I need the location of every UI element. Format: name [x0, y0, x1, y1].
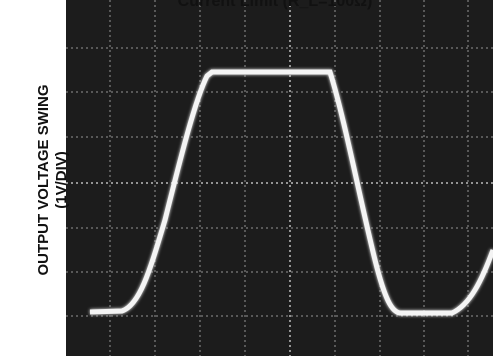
trace	[89, 69, 493, 316]
y-label: OUTPUT VOLTAGE SWING	[35, 84, 52, 275]
graticule	[66, 0, 493, 356]
y-label-unit: (1V/DIV)	[53, 151, 70, 209]
title: Current Limit (R_L=100Ω)	[178, 0, 373, 10]
